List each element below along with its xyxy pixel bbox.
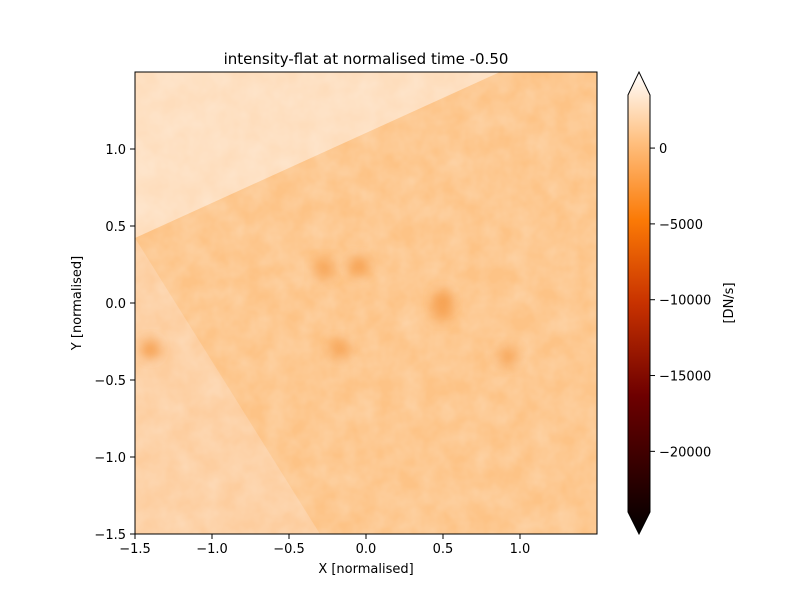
heatmap-blob — [431, 300, 452, 321]
colorbar: 0 −5000 −10000 −15000 −20000 [DN/s] — [627, 70, 737, 536]
x-tick-label: −0.5 — [273, 542, 305, 557]
x-tick-label: 0.5 — [433, 542, 454, 557]
heatmap-blob — [497, 346, 518, 367]
colorbar-body — [627, 70, 651, 536]
y-axis-label: Y [normalised] — [70, 256, 85, 351]
y-tick-label: 0.0 — [105, 297, 126, 312]
colorbar-tick-label: −20000 — [659, 445, 711, 460]
heatmap-blob — [348, 256, 369, 277]
y-tick-label: 0.5 — [105, 220, 126, 235]
colorbar-tick-label: −10000 — [659, 294, 711, 309]
heatmap-area — [135, 72, 597, 534]
x-axis: −1.5 −1.0 −0.5 0.0 0.5 1.0 — [119, 534, 530, 557]
chart-title: intensity-flat at normalised time -0.50 — [224, 50, 509, 68]
heatmap-texture — [135, 72, 597, 534]
x-tick-label: 1.0 — [510, 542, 531, 557]
y-tick-label: −1.5 — [94, 528, 126, 543]
x-tick-label: −1.5 — [119, 542, 151, 557]
heatmap-blob — [329, 339, 350, 360]
colorbar-tick-label: 0 — [659, 142, 667, 157]
x-tick-label: 0.0 — [356, 542, 377, 557]
heatmap-blobs — [140, 256, 518, 367]
colorbar-tick-label: −5000 — [659, 218, 703, 233]
colorbar-ticks: 0 −5000 −10000 −15000 −20000 — [650, 142, 711, 460]
colorbar-tick-label: −15000 — [659, 370, 711, 385]
colorbar-label: [DN/s] — [722, 282, 737, 323]
y-axis: −1.5 −1.0 −0.5 0.0 0.5 1.0 — [94, 143, 135, 543]
x-axis-label: X [normalised] — [318, 562, 413, 577]
x-tick-label: −1.0 — [196, 542, 228, 557]
y-tick-label: −0.5 — [94, 374, 126, 389]
heatmap-blob — [314, 259, 335, 280]
y-tick-label: 1.0 — [105, 143, 126, 158]
heatmap-blob — [140, 339, 161, 360]
y-tick-label: −1.0 — [94, 451, 126, 466]
